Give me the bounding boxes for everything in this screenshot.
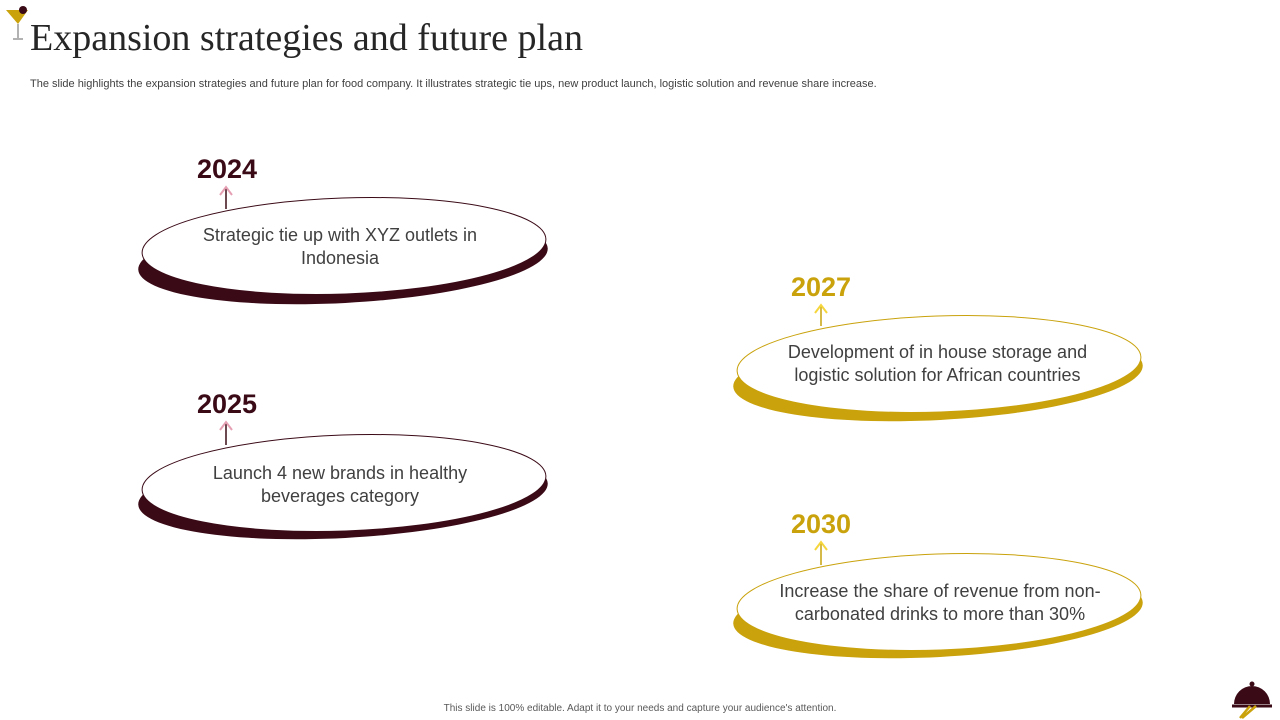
milestone-year: 2024 [197, 154, 258, 184]
milestone-text: Launch 4 new brands in healthy beverages… [212, 463, 468, 506]
ellipse-shape [733, 540, 1143, 659]
milestone-text: Development of in house storage and logi… [787, 342, 1088, 385]
milestone-card-2024: 2024 Strategic tie up with XYZ outlets i… [138, 150, 558, 310]
milestone-card-2025: 2025 Launch 4 new brands in healthy beve… [138, 385, 558, 545]
serving-cloche-icon [1232, 681, 1272, 719]
milestone-year: 2025 [197, 389, 258, 419]
ellipse-shape [733, 303, 1143, 422]
cocktail-glass-icon [6, 6, 28, 40]
milestone-year: 2027 [791, 272, 852, 302]
footer-note: This slide is 100% editable. Adapt it to… [443, 703, 837, 714]
milestone-text: Strategic tie up with XYZ outlets in Ind… [202, 225, 478, 268]
milestone-card-2027: 2027 Development of in house storage and… [733, 268, 1153, 428]
milestone-text: Increase the share of revenue from non-c… [779, 581, 1101, 624]
ellipse-shape [138, 420, 548, 540]
ellipse-shape [138, 185, 548, 305]
milestone-year: 2030 [791, 509, 852, 539]
page-subtitle: The slide highlights the expansion strat… [30, 78, 877, 90]
milestone-card-2030: 2030 Increase the share of revenue from … [733, 505, 1153, 665]
page-title: Expansion strategies and future plan [30, 17, 583, 59]
